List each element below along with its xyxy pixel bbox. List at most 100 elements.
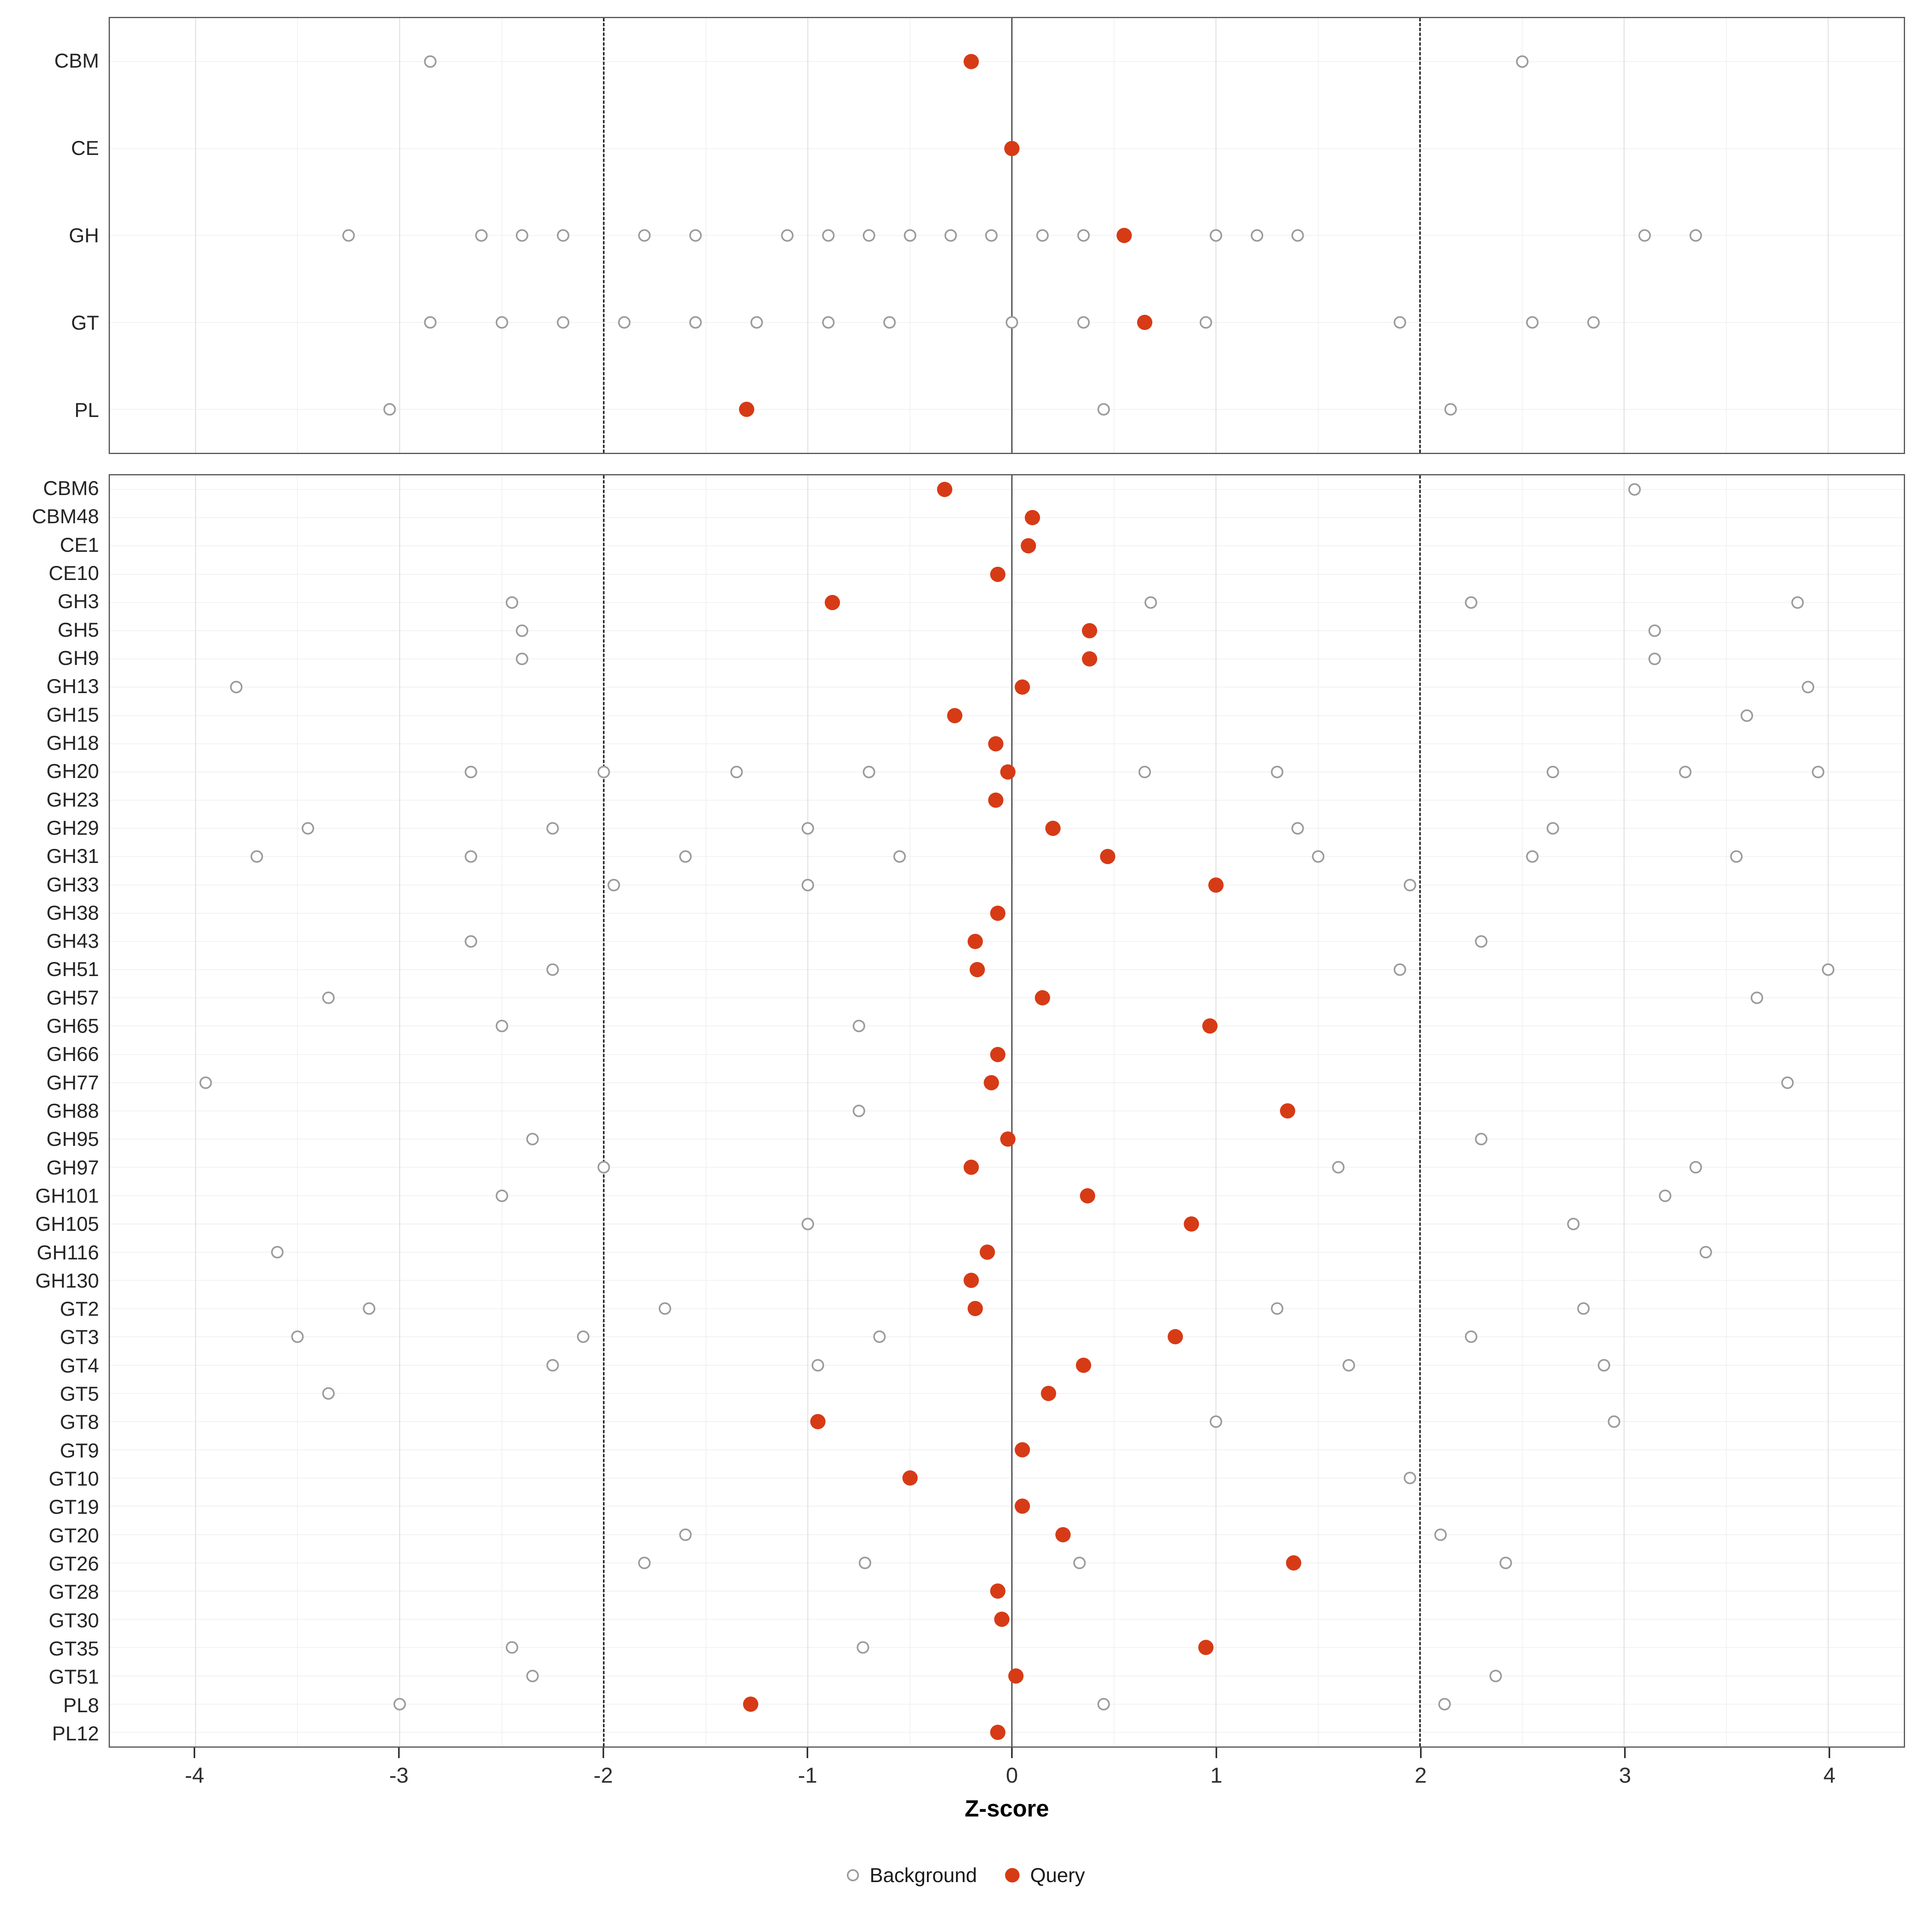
- background-dot: [393, 1698, 406, 1711]
- x-tick-label: 3: [1619, 1763, 1631, 1788]
- background-dot: [638, 229, 651, 242]
- background-dot: [597, 1161, 610, 1174]
- background-dot: [857, 1641, 869, 1654]
- query-dot: [937, 482, 952, 497]
- background-dot: [271, 1246, 284, 1259]
- y-axis-label: GH101: [35, 1184, 99, 1207]
- gridline-horizontal: [110, 1280, 1904, 1281]
- background-dot: [1005, 316, 1018, 329]
- gridline-horizontal: [110, 1336, 1904, 1338]
- gridline-vertical-minor: [1521, 18, 1523, 453]
- gridline-horizontal: [110, 1054, 1904, 1055]
- y-axis-label: GT19: [48, 1496, 99, 1519]
- query-dot: [1035, 990, 1051, 1006]
- background-dot: [863, 229, 875, 242]
- background-dot: [679, 1528, 692, 1541]
- reference-line-zero: [1011, 18, 1013, 453]
- background-dot: [495, 316, 508, 329]
- background-dot: [1740, 709, 1753, 722]
- y-axis-label: GH33: [46, 873, 99, 896]
- gridline-horizontal: [110, 1110, 1904, 1111]
- query-dot: [967, 1301, 983, 1317]
- background-dot: [322, 1387, 335, 1400]
- y-axis-label: GH23: [46, 788, 99, 811]
- y-axis-label: GH105: [35, 1213, 99, 1236]
- legend-label-background: Background: [869, 1864, 977, 1887]
- query-dot: [1014, 1499, 1030, 1514]
- background-dot: [1393, 963, 1406, 976]
- gridline-horizontal: [110, 409, 1904, 410]
- y-axis-label: GT30: [48, 1609, 99, 1632]
- background-dot: [363, 1302, 376, 1315]
- y-axis-label: GT26: [48, 1552, 99, 1575]
- gridline-horizontal: [110, 1449, 1904, 1451]
- y-axis-label: GT5: [60, 1383, 99, 1406]
- gridline-vertical-minor: [297, 475, 298, 1746]
- background-marker-icon: [847, 1869, 859, 1881]
- y-axis-label: GT20: [48, 1524, 99, 1547]
- background-dot: [852, 1104, 865, 1117]
- gridline-horizontal: [110, 602, 1904, 603]
- query-dot: [1208, 877, 1224, 893]
- y-axis-label: GT51: [48, 1666, 99, 1688]
- x-tick-mark: [194, 1748, 196, 1758]
- reference-line-dashed: [1419, 18, 1421, 453]
- gridline-horizontal: [110, 912, 1904, 914]
- background-dot: [1144, 596, 1157, 609]
- y-axis-label: GH38: [46, 901, 99, 924]
- query-dot: [967, 933, 983, 949]
- query-dot: [1117, 228, 1132, 243]
- reference-line-dashed: [603, 475, 605, 1746]
- query-dot: [980, 1244, 995, 1260]
- y-axis-label: CE1: [60, 533, 99, 556]
- x-tick-label: -2: [593, 1763, 613, 1788]
- background-dot: [859, 1556, 871, 1569]
- background-dot: [1199, 316, 1212, 329]
- background-dot: [893, 850, 906, 863]
- background-dot: [1802, 681, 1814, 694]
- background-dot: [944, 229, 957, 242]
- background-dot: [495, 1020, 508, 1032]
- background-dot: [1210, 1415, 1222, 1428]
- background-dot: [250, 850, 263, 863]
- background-dot: [1138, 766, 1151, 778]
- y-axis-label: GH15: [46, 703, 99, 726]
- background-dot: [322, 991, 335, 1004]
- background-dot: [1404, 879, 1416, 892]
- gridline-horizontal: [110, 1703, 1904, 1705]
- background-dot: [801, 879, 814, 892]
- y-axis-label: GT10: [48, 1468, 99, 1490]
- gridline-horizontal: [110, 489, 1904, 490]
- background-dot: [464, 935, 477, 948]
- background-dot: [1812, 766, 1825, 778]
- query-dot: [994, 1612, 1009, 1627]
- background-dot: [1077, 229, 1090, 242]
- background-dot: [516, 652, 528, 665]
- query-dot: [947, 708, 963, 723]
- background-dot: [1679, 766, 1692, 778]
- background-dot: [904, 229, 916, 242]
- gridline-horizontal: [110, 969, 1904, 970]
- background-dot: [597, 766, 610, 778]
- background-dot: [516, 229, 528, 242]
- gridline-vertical-minor: [1317, 18, 1319, 453]
- gridline-vertical-major: [399, 18, 400, 453]
- query-dot: [1014, 679, 1030, 695]
- x-tick-mark: [1011, 1748, 1013, 1758]
- gridline-vertical-minor: [1726, 475, 1727, 1746]
- y-axis-label: GT28: [48, 1581, 99, 1604]
- gridline-horizontal: [110, 1082, 1904, 1083]
- background-dot: [1077, 316, 1090, 329]
- y-axis-label: GH97: [46, 1156, 99, 1179]
- background-dot: [658, 1302, 671, 1315]
- background-dot: [1628, 483, 1641, 496]
- y-axis-label: GH20: [46, 760, 99, 783]
- y-axis-label: GT2: [60, 1298, 99, 1321]
- query-dot: [963, 54, 979, 69]
- background-dot: [1546, 766, 1559, 778]
- gridline-vertical-major: [195, 475, 196, 1746]
- query-dot: [1198, 1640, 1214, 1655]
- background-dot: [526, 1133, 539, 1146]
- y-axis-label: GH130: [35, 1269, 99, 1292]
- background-dot: [230, 681, 243, 694]
